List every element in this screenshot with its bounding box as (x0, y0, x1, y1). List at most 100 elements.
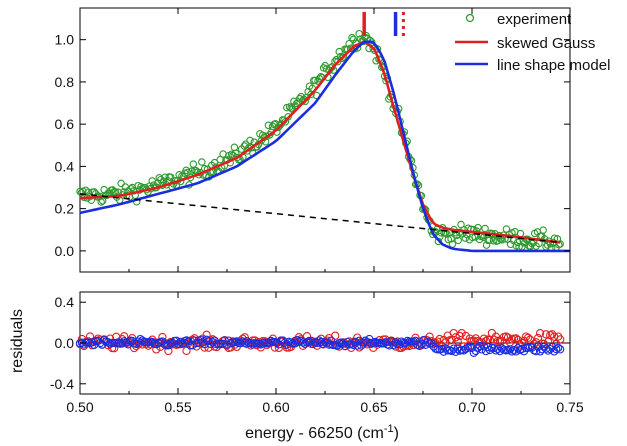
experiment-point (556, 240, 564, 248)
experiment-point (474, 223, 482, 232)
residual-point-blue (485, 345, 495, 355)
residual-point-blue (318, 339, 328, 348)
energy-axis-label: energy - 66250 (cm-1) (245, 423, 399, 442)
residual-point-blue (138, 336, 147, 345)
residual-point-blue (182, 336, 191, 345)
experiment-point (539, 226, 547, 234)
residual-point-blue (341, 341, 350, 351)
residual-point-red (455, 331, 464, 341)
residual-point-blue (541, 344, 551, 353)
experiment-point (513, 238, 522, 247)
residual-point-blue (552, 344, 561, 354)
residual-point-blue (208, 338, 217, 347)
residual-point-blue (224, 336, 233, 345)
residual-point-blue (176, 337, 185, 347)
residual-point-red (556, 335, 565, 344)
residual-point-blue (509, 346, 519, 355)
top-ytick-label: 1.0 (55, 32, 75, 48)
bottom-ytick-label: -0.4 (50, 376, 74, 392)
residual-point-blue (194, 338, 203, 347)
residual-point-red (182, 346, 191, 355)
residual-point-blue (379, 339, 388, 348)
residual-point-red (541, 330, 551, 339)
experiment-point (437, 229, 445, 237)
residual-point-blue (122, 338, 131, 347)
residual-point-red (164, 346, 173, 356)
residual-point-blue (463, 343, 472, 353)
experiment-point (97, 198, 105, 206)
residual-point-blue (87, 338, 97, 347)
experiment-point (441, 229, 450, 237)
experiment-point (345, 39, 353, 48)
residual-point-red (110, 344, 119, 353)
bottom-xtick-label: 0.70 (458, 399, 485, 415)
bottom-xtick-label: 0.65 (360, 399, 387, 415)
residual-point-red (523, 333, 533, 342)
residual-point-red (503, 333, 513, 342)
residual-point-blue (517, 344, 527, 354)
top-ytick-label: 0.8 (55, 74, 75, 90)
residual-point-blue (437, 344, 446, 354)
legend: experiment skewed Gauss line shape model (455, 11, 610, 74)
residual-point-blue (531, 347, 541, 356)
top-axes: 0.0 0.2 0.4 0.6 0.8 1.0 (55, 8, 571, 272)
residual-point-blue (423, 337, 432, 347)
residual-point-red (533, 333, 543, 343)
legend-label-line-shape-model: line shape model (497, 57, 610, 74)
residual-point-blue (222, 340, 231, 349)
residual-point-blue (132, 339, 141, 349)
residual-point-blue (554, 343, 563, 353)
residual-point-blue (160, 340, 169, 349)
residual-point-blue (99, 335, 109, 345)
experiment-point (216, 155, 224, 164)
residual-point-red (481, 336, 491, 346)
residual-point-blue (355, 336, 364, 345)
residual-point-red (511, 334, 521, 343)
residual-point-blue (491, 346, 501, 355)
residual-point-blue (415, 341, 424, 351)
residual-point-red (465, 334, 474, 343)
residual-point-blue (465, 342, 474, 351)
experiment-point (447, 235, 455, 243)
experiment-point (461, 234, 470, 242)
experiment-point (210, 158, 219, 167)
experiment-point (182, 166, 190, 175)
residual-point-blue (548, 342, 557, 352)
residual-point-blue (294, 337, 304, 347)
energy-axis-label-main: energy - 66250 (cm (245, 425, 384, 442)
residual-point-blue (248, 340, 257, 349)
residual-point-red (192, 342, 201, 351)
residual-point-red (282, 343, 292, 352)
experiment-point (246, 136, 254, 145)
legend-marker-experiment (465, 13, 475, 23)
experiment-point (232, 149, 240, 158)
residual-point-blue (515, 345, 525, 355)
residual-point-red (391, 342, 400, 351)
experiment-point (489, 237, 498, 245)
bottom-ytick-label: 0.0 (55, 335, 75, 351)
residual-point-blue (469, 348, 478, 357)
residual-point-blue (236, 339, 245, 348)
residual-point-blue (308, 339, 318, 349)
residual-point-blue (103, 338, 113, 347)
residual-point-red (302, 332, 312, 341)
residuals-axis-label: residuals (9, 309, 26, 373)
residual-point-blue (232, 337, 241, 346)
experiment-point (444, 235, 453, 244)
residual-point-blue (118, 339, 127, 348)
residual-point-blue (190, 336, 199, 345)
experiment-point (454, 236, 462, 245)
residual-point-blue (453, 344, 462, 353)
residual-point-blue (389, 340, 398, 350)
experiment-point (230, 143, 239, 152)
top-ytick-label: 0.2 (55, 201, 75, 217)
residual-point-blue (546, 344, 555, 354)
residual-point-red (457, 329, 466, 338)
residual-point-blue (264, 338, 274, 347)
residual-point-blue (359, 338, 368, 347)
residual-point-blue (421, 340, 430, 349)
energy-axis-label-superscript: -1 (384, 423, 394, 435)
residual-point-red (208, 335, 217, 344)
residual-point-blue (280, 338, 290, 347)
